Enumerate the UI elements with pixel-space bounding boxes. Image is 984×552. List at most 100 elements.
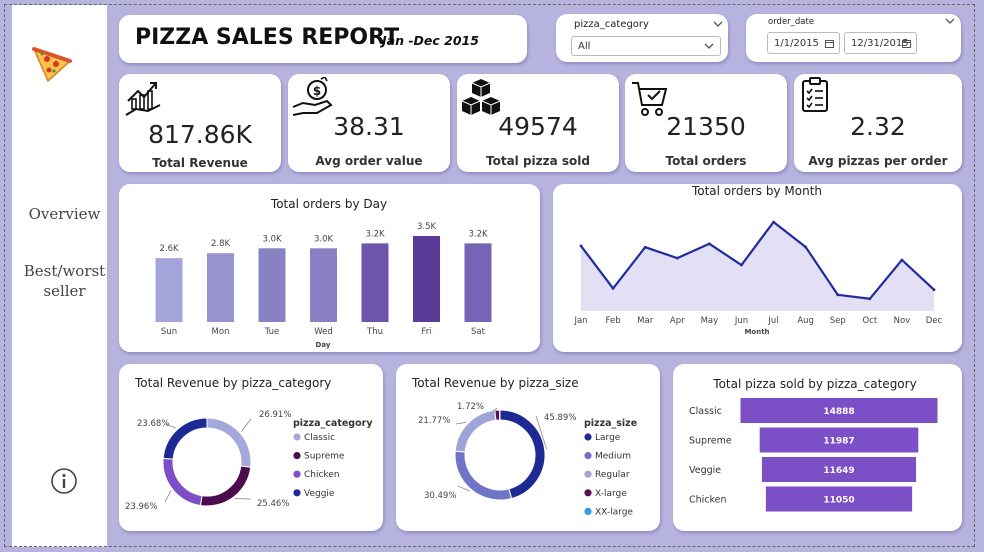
kpi-label: Avg pizzas per order (808, 154, 948, 168)
start-date-input[interactable]: 1/1/2015 (767, 32, 840, 54)
data-label: 11050 (823, 496, 854, 506)
data-label: 23.96% (125, 502, 157, 512)
legend-marker (293, 433, 301, 441)
boxes-icon (461, 79, 501, 115)
kpi-card-total-orders: 21350 Total orders (625, 74, 787, 172)
kpi-card-total-pizza-sold: 49574 Total pizza sold (457, 74, 619, 172)
legend-label: Chicken (304, 470, 340, 480)
data-label: 11649 (823, 466, 854, 476)
category-slicer[interactable]: pizza_category All (556, 14, 728, 62)
x-tick-label: Sep (830, 316, 846, 326)
chevron-down-icon[interactable] (713, 21, 723, 28)
info-icon[interactable] (50, 467, 78, 495)
calendar-icon[interactable] (902, 39, 911, 48)
data-point (643, 245, 647, 249)
data-label: 45.89% (544, 413, 576, 423)
data-point (836, 293, 840, 297)
slice-x-large (494, 409, 501, 421)
pizza-sold-by-category-card: Total pizza sold by pizza_category 14888 C… (673, 364, 962, 531)
data-label: 3.2K (365, 229, 385, 239)
money-hand-icon: $ (292, 77, 333, 116)
x-tick-label: Mar (637, 316, 654, 326)
x-tick-label: Mon (212, 327, 230, 337)
orders-by-month-chart: Total orders by Month Jan Feb Mar Apr May Jun J… (573, 184, 942, 336)
legend-label: Supreme (304, 452, 345, 462)
svg-text:$: $ (313, 84, 321, 98)
revenue-by-size-chart: Total Revenue by pizza_size 45.89% 30.49% 2… (411, 376, 637, 517)
nav-best-worst-seller[interactable]: Best/worst seller (12, 261, 117, 301)
x-tick-label: Aug (797, 316, 814, 326)
slice-medium (454, 450, 513, 501)
nav-best-worst-line1: Best/worst (23, 262, 106, 280)
orders-by-day-chart: Total orders by Day 2.6K Sun 2.8K Mon 3.0K Tue… (155, 197, 492, 349)
data-point (579, 244, 583, 248)
x-tick-label: Wed (314, 327, 333, 337)
area-fill (581, 221, 934, 311)
category-select-value: All (578, 41, 591, 52)
x-tick-label: Oct (862, 316, 877, 326)
data-point (740, 263, 743, 267)
data-point (900, 258, 904, 262)
x-tick-label: Nov (894, 316, 911, 326)
data-point (611, 287, 615, 290)
leader-line (165, 423, 177, 429)
end-date-input[interactable]: 12/31/2015 (844, 32, 917, 54)
bar-sat (464, 243, 492, 322)
bar-wed (310, 248, 337, 322)
clipboard-icon (802, 77, 828, 112)
kpi-card-avg-order-value: $ 38.31 Avg order value (288, 74, 450, 172)
x-tick-label: Sun (161, 327, 177, 337)
leader-line (457, 485, 470, 492)
legend-marker (584, 507, 592, 515)
legend-marker (584, 452, 592, 460)
slice-classic (206, 417, 252, 468)
x-axis-label: Month (744, 328, 769, 336)
funnel-bar-chicken (765, 486, 913, 512)
legend-label: Veggie (304, 489, 335, 499)
data-label: 3.0K (314, 234, 334, 244)
nav-best-worst-line2: seller (43, 282, 86, 300)
report-subtitle: Jan -Dec 2015 (382, 33, 479, 48)
kpi-value: 817.86K (148, 120, 252, 149)
nav-overview[interactable]: Overview (28, 205, 101, 223)
slice-veggie (162, 417, 208, 460)
kpi-label: Avg order value (315, 154, 423, 168)
x-tick-label: Tue (264, 327, 280, 337)
x-tick-label: Fri (421, 327, 431, 337)
x-tick-label: Jul (767, 316, 778, 326)
x-tick-label: Sat (471, 327, 486, 337)
date-slicer[interactable]: order_date 1/1/2015 12/31/2015 (746, 14, 961, 62)
data-label: 3.5K (417, 222, 437, 232)
x-tick-label: Jan (573, 316, 587, 326)
data-point (868, 297, 872, 301)
cart-icon (632, 82, 668, 116)
legend-marker (293, 452, 301, 460)
data-label: 2.8K (211, 239, 231, 249)
bar-thu (361, 243, 389, 322)
funnel-bar-supreme (759, 427, 919, 453)
legend-label: XX-large (595, 507, 633, 517)
chevron-down-icon (704, 43, 714, 49)
category-label: Veggie (689, 465, 721, 476)
category-label: Chicken (689, 495, 727, 506)
data-point (804, 245, 808, 249)
category-select[interactable]: All (571, 36, 721, 56)
revenue-by-size-card: Total Revenue by pizza_size 45.89% 30.49% 2… (396, 364, 660, 531)
calendar-icon[interactable] (825, 39, 834, 48)
x-axis-label: Day (316, 341, 331, 349)
legend-label: Large (595, 433, 621, 443)
legend-marker (293, 489, 301, 497)
data-label: 3.0K (262, 234, 282, 244)
data-label: 14888 (823, 407, 854, 417)
data-label: 3.2K (468, 229, 488, 239)
orders-by-day-card: Total orders by Day 2.6K Sun 2.8K Mon 3.0K Tue… (119, 184, 540, 352)
chevron-down-icon[interactable] (945, 18, 955, 25)
data-label: 25.46% (257, 499, 289, 509)
kpi-label: Total pizza sold (486, 154, 590, 168)
legend-marker (584, 489, 592, 497)
data-label: 2.6K (159, 244, 179, 254)
chart-title: Total Revenue by pizza_size (411, 376, 579, 390)
chart-title: Total orders by Day (270, 197, 387, 211)
leader-line (241, 418, 252, 432)
revenue-chart-icon (125, 82, 161, 116)
